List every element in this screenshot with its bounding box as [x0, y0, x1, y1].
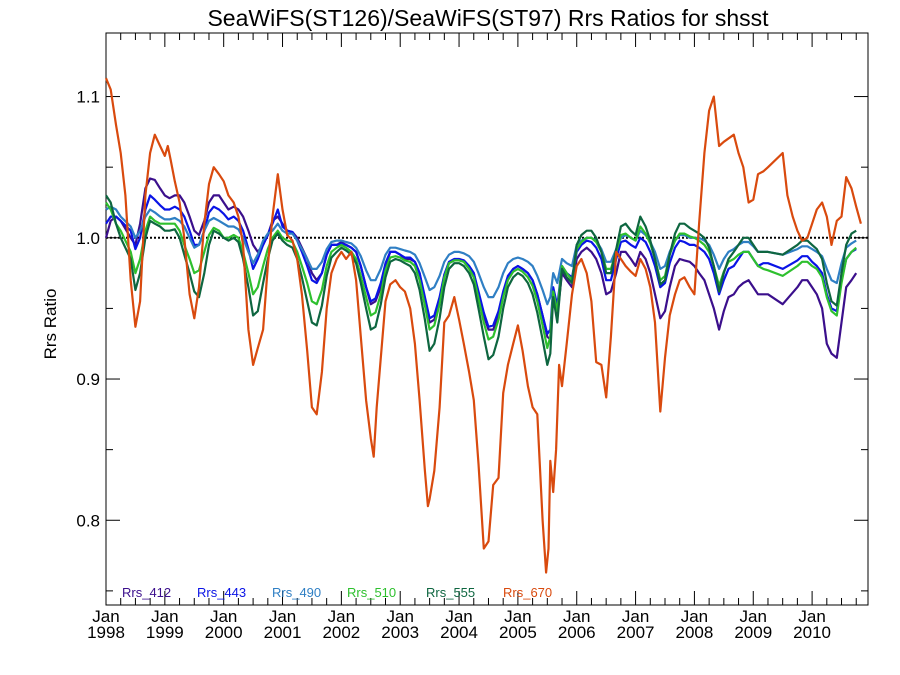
- series-layer: [104, 77, 862, 574]
- x-tick-label: Jan 2009: [734, 607, 772, 642]
- legend: Rrs_412 Rrs_443 Rrs_490 Rrs_510 Rrs_555 Rrs_6…: [122, 585, 552, 600]
- x-tick-label: Jan 2000: [205, 607, 243, 642]
- y-axis-label: Rrs Ratio: [41, 289, 60, 360]
- x-tick-label: Jan 2003: [381, 607, 419, 642]
- y-tick-label: 0.8: [76, 511, 100, 530]
- x-tick-label: Jan 2004: [440, 607, 478, 642]
- legend-entry: Rrs_443: [197, 585, 246, 600]
- x-tick-label: Jan 2007: [617, 607, 655, 642]
- plot-frame: [105, 32, 869, 606]
- legend-entry: Rrs_555: [426, 585, 475, 600]
- x-tick-label: Jan 2010: [793, 607, 831, 642]
- series-line-rrs-412: [104, 177, 858, 359]
- y-tick-label: 1.1: [76, 88, 100, 107]
- series-line-rrs-670: [104, 77, 862, 574]
- x-tick-label: Jan 2005: [499, 607, 537, 642]
- x-tick-label: Jan 2008: [676, 607, 714, 642]
- legend-entry: Rrs_670: [503, 585, 552, 600]
- series-line-rrs-490: [105, 205, 857, 306]
- x-tick-label: Jan 1998: [87, 607, 125, 642]
- x-tick-label: Jan 1999: [146, 607, 184, 642]
- x-tick-label: Jan 2001: [264, 607, 302, 642]
- chart-title: SeaWiFS(ST126)/SeaWiFS(ST97) Rrs Ratios …: [207, 5, 769, 31]
- x-tick-label: Jan 2002: [322, 607, 360, 642]
- y-tick-label: 1.0: [76, 229, 100, 248]
- series-line-rrs-555: [105, 194, 857, 366]
- y-tick-label: 0.9: [76, 370, 100, 389]
- legend-entry: Rrs_490: [272, 585, 321, 600]
- axis-ticks: 0.8 0.9 1.0 1.1 Jan 1998 Jan 1999 Jan 2000 Jan 2001…: [76, 33, 868, 642]
- series-line-rrs-443: [105, 194, 857, 335]
- x-tick-label: Jan 2006: [558, 607, 596, 642]
- legend-entry: Rrs_510: [347, 585, 396, 600]
- legend-entry: Rrs_412: [122, 585, 171, 600]
